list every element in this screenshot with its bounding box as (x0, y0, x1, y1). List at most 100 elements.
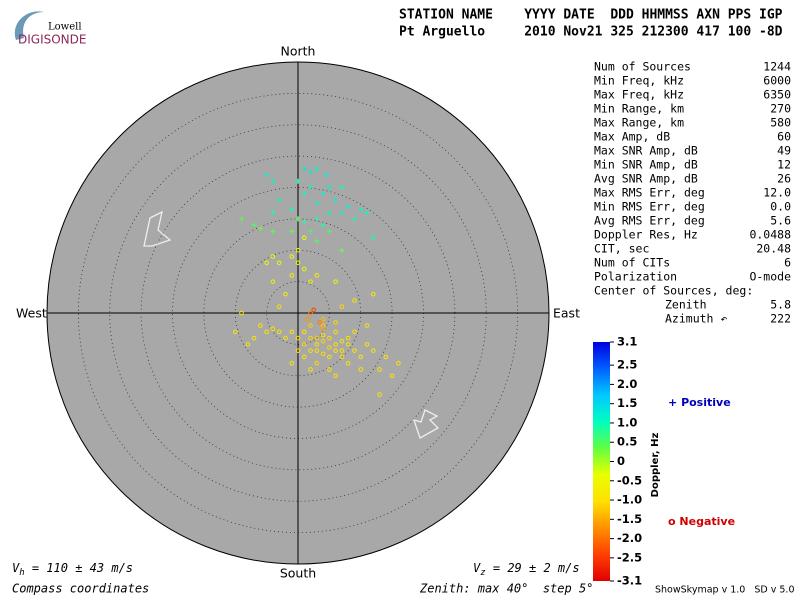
source-positive (251, 222, 257, 228)
stat-value: 5.6 (770, 214, 791, 228)
source-positive (314, 238, 320, 244)
source-negative (320, 332, 326, 338)
source-negative (301, 342, 307, 347)
colorbar-tick-label: -2.5 (617, 550, 642, 564)
stat-label: Num of CITs (594, 256, 670, 270)
source-negative (320, 351, 326, 357)
stat-value: 5.8 (770, 298, 791, 312)
source-positive (270, 210, 276, 216)
source-negative (305, 316, 310, 322)
source-negative (339, 348, 345, 353)
stat-value: 60 (777, 130, 791, 144)
source-positive (308, 185, 314, 190)
colorbar (593, 342, 610, 581)
source-negative (333, 279, 338, 284)
source-negative (301, 235, 307, 240)
stat-label: Min Range, km (594, 102, 684, 116)
source-negative (352, 329, 357, 335)
source-negative (333, 373, 338, 379)
colorbar-tick-label: -3.1 (617, 574, 642, 588)
stat-label: Polarization (594, 270, 677, 284)
velocity-h: Vh = 110 ± 43 m/s (12, 561, 133, 578)
source-negative (320, 326, 326, 331)
source-negative (276, 329, 282, 335)
source-negative (345, 360, 351, 366)
legend-marker: o (668, 515, 676, 528)
source-negative (377, 392, 382, 397)
stat-value: 6350 (763, 88, 791, 102)
footer-left: Compass coordinates (12, 582, 149, 596)
legend-text: Positive (681, 396, 731, 409)
source-negative (345, 342, 351, 347)
source-positive (289, 228, 295, 234)
source-positive (320, 222, 326, 228)
stat-heading: Center of Sources, deg: (594, 284, 753, 298)
source-negative (339, 338, 345, 344)
source-negative (327, 345, 332, 350)
source-negative (339, 304, 345, 310)
source-positive (270, 178, 276, 184)
source-positive (326, 185, 332, 190)
logo-text: DIGISONDE (18, 33, 86, 47)
velocity-arrow (143, 210, 172, 247)
source-negative (264, 260, 269, 266)
source-negative (314, 342, 320, 347)
source-positive (301, 166, 307, 172)
velocity-z: Vz = 29 ± 2 m/s (473, 561, 580, 578)
source-negative (301, 354, 307, 360)
source-positive (351, 216, 357, 222)
source-positive (301, 219, 307, 225)
stat-label: Max SNR Amp, dB (594, 144, 698, 158)
header-labels: STATION NAME YYYY DATE DDD HHMMSS AXN PP… (399, 8, 783, 23)
symbol: V (12, 561, 20, 575)
source-negative (389, 373, 395, 379)
source-negative (289, 254, 295, 259)
stat-label: Avg RMS Err, deg (594, 214, 705, 228)
source-negative (383, 354, 389, 360)
source-negative (251, 335, 257, 341)
source-negative (245, 342, 251, 347)
stat-label: CIT, sec (594, 242, 649, 256)
source-positive (295, 178, 301, 184)
source-negative (295, 348, 301, 353)
source-negative (371, 291, 376, 297)
source-negative (258, 323, 263, 328)
source-negative (314, 360, 320, 366)
source-negative (283, 335, 288, 341)
stat-label: Min Freq, kHz (594, 74, 684, 88)
source-negative (289, 273, 295, 278)
source-positive (323, 172, 329, 178)
colorbar-tick-label: -0.5 (617, 473, 642, 487)
source-negative (270, 279, 276, 284)
stat-value: 49 (777, 144, 791, 158)
stat-label: Max Range, km (594, 116, 684, 130)
legend-entry: + Positive (668, 396, 731, 409)
source-negative (314, 273, 320, 278)
source-positive (326, 210, 332, 216)
source-negative (358, 367, 364, 372)
stat-value: 1244 (763, 60, 791, 74)
stat-value: 6 (784, 256, 791, 270)
source-negative (295, 247, 301, 253)
source-positive (370, 235, 376, 241)
source-negative (270, 326, 276, 331)
colorbar-label: Doppler, Hz (650, 433, 661, 498)
source-positive (339, 210, 345, 216)
stat-value: 0.0488 (749, 228, 791, 242)
stat-value: 6000 (763, 74, 791, 88)
source-positive (270, 228, 276, 234)
source-negative (327, 354, 332, 360)
source-positive (264, 172, 270, 178)
source-positive (333, 197, 339, 203)
footer-right: ShowSkymap v 1.0 SD v 5.0 (655, 585, 795, 596)
stat-value: 580 (770, 116, 791, 130)
stat-value: 26 (777, 172, 791, 186)
source-positive (308, 169, 314, 175)
stat-label: Max RMS Err, deg (594, 186, 705, 200)
stat-value: 270 (770, 102, 791, 116)
colorbar-tick-label: -1.5 (617, 512, 642, 526)
source-positive (314, 200, 320, 206)
source-negative (295, 260, 301, 266)
colorbar-tick-label: 0.5 (617, 435, 637, 449)
